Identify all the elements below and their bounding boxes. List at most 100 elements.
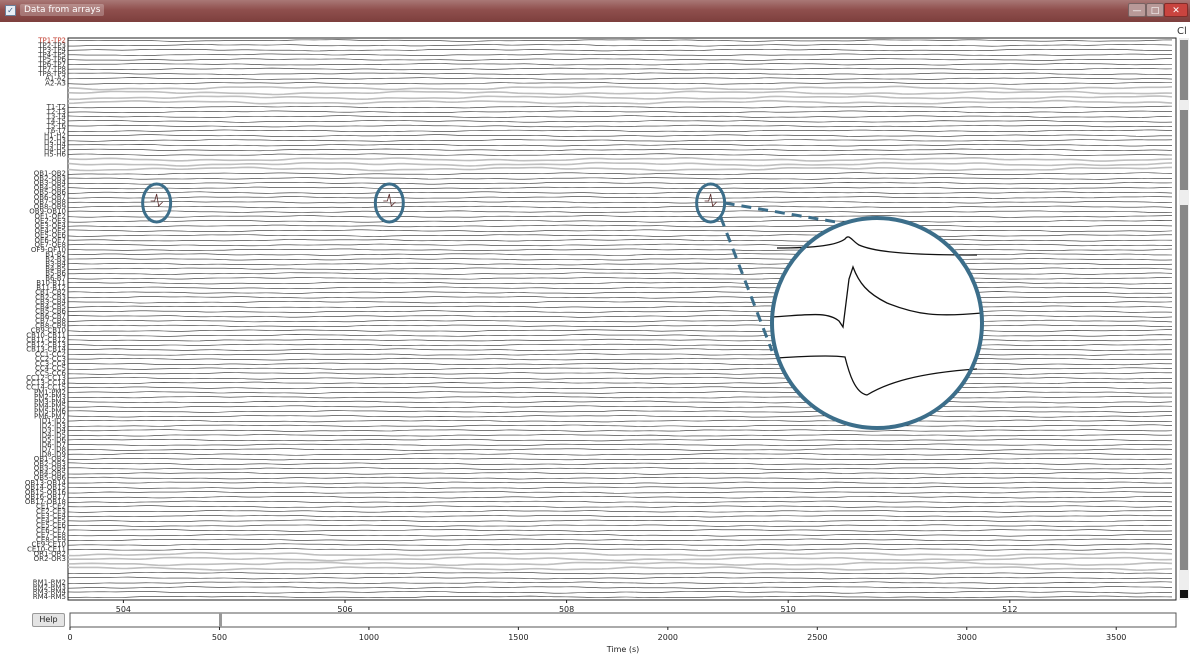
channel-label[interactable]: TP3-TP4: [37, 46, 66, 54]
channel-label[interactable]: OB6-OB7: [34, 193, 66, 201]
channel-label[interactable]: CC13-CC14: [26, 379, 66, 387]
channel-label[interactable]: B2-B3: [45, 255, 66, 263]
channel-label[interactable]: OB5-OB6: [34, 474, 67, 482]
channel-label[interactable]: H1-H2: [44, 132, 66, 140]
channel-label[interactable]: T6-T7: [46, 127, 66, 135]
channel-label[interactable]: TP8-TP9: [37, 70, 66, 78]
scrollbar-end[interactable]: [1180, 590, 1188, 598]
channel-label[interactable]: OB2-OB3: [34, 174, 66, 182]
channel-label[interactable]: OE5-OE6: [35, 232, 67, 240]
channel-label[interactable]: PM1-PM2: [34, 388, 66, 396]
channel-label[interactable]: CE7-CE8: [36, 531, 66, 539]
overview-track[interactable]: [69, 612, 1177, 628]
eeg-trace-viewer[interactable]: TP1-TP2TP2-TP3TP3-TP4TP4-TP5TP5-TP6TP6-T…: [0, 22, 1190, 655]
channel-label[interactable]: PM2-PM3: [34, 393, 66, 401]
channel-label[interactable]: H2-H3: [44, 136, 66, 144]
channel-label[interactable]: OB15-OB16: [25, 488, 67, 496]
channel-label[interactable]: PM3-PM4: [34, 398, 67, 406]
channel-label[interactable]: RM3-RM4: [33, 588, 67, 596]
channel-label[interactable]: A2-A3: [45, 79, 66, 87]
channel-label[interactable]: OB4-OB5: [34, 469, 66, 477]
channel-label[interactable]: B11-B12: [36, 284, 66, 292]
channel-label[interactable]: ID5-ID6: [40, 436, 67, 444]
channel-scrollbar[interactable]: [1179, 38, 1189, 600]
channel-label[interactable]: T3-T4: [46, 113, 67, 121]
channel-label[interactable]: CB1-CB2: [35, 289, 66, 297]
channel-label[interactable]: B3-B4: [45, 260, 66, 268]
channel-label[interactable]: B6-B7: [45, 274, 66, 282]
channel-label[interactable]: CB12-CB13: [26, 341, 66, 349]
channel-label[interactable]: CB5-CB6: [35, 308, 66, 316]
channel-label[interactable]: OB3-OB4: [34, 179, 67, 187]
channel-label[interactable]: CE5-CE6: [36, 522, 67, 530]
channel-label[interactable]: CE3-CE4: [36, 512, 67, 520]
channel-label[interactable]: OB8-OB9: [34, 203, 66, 211]
scrollbar-thumb[interactable]: [1180, 205, 1188, 570]
channel-label[interactable]: RM2-RM3: [33, 583, 66, 591]
channel-label[interactable]: CC3-CC4: [35, 360, 67, 368]
channel-label[interactable]: TP6-TP7: [37, 60, 66, 68]
minimize-button[interactable]: —: [1128, 3, 1146, 17]
channel-label[interactable]: OF9-OF10: [31, 246, 66, 254]
channel-label[interactable]: CB10-CB11: [26, 331, 66, 339]
channel-label[interactable]: TP2-TP3: [37, 41, 66, 49]
channel-label[interactable]: CB7-CB8: [35, 317, 66, 325]
channel-label[interactable]: CB8-CB9: [35, 322, 66, 330]
channel-label[interactable]: CC14-CC15: [26, 384, 66, 392]
channel-label[interactable]: T1-T2: [46, 103, 66, 111]
channel-label[interactable]: OB13-OB14: [25, 479, 67, 487]
channel-label[interactable]: B1-B2: [45, 251, 66, 259]
channel-label[interactable]: OB3-OB4: [34, 465, 67, 473]
channel-label[interactable]: OE3-OE4: [35, 222, 67, 230]
channel-label[interactable]: CB2-CB3: [35, 293, 66, 301]
channel-label[interactable]: OB7-OB8: [34, 198, 66, 206]
channel-label[interactable]: CE10-CE11: [27, 545, 66, 553]
channel-label[interactable]: PM6-PM7: [34, 412, 66, 420]
channel-label[interactable]: CC2-CC3: [35, 355, 66, 363]
channel-label[interactable]: TP1-TP2: [37, 37, 66, 45]
scrollbar-thumb[interactable]: [1180, 110, 1188, 190]
channel-label[interactable]: TP4-TP5: [37, 51, 66, 59]
channel-label[interactable]: CE8-CE9: [36, 536, 66, 544]
channel-label[interactable]: CC12-CC13: [26, 374, 66, 382]
channel-label[interactable]: CE1-CE2: [36, 503, 66, 511]
channel-label[interactable]: OB1-OB2: [34, 170, 66, 178]
channel-label[interactable]: CB6-CB7: [35, 312, 66, 320]
channel-label[interactable]: CB3-CB4: [35, 298, 66, 306]
help-button[interactable]: Help: [32, 613, 65, 627]
channel-label[interactable]: OB9-OB10: [29, 208, 66, 216]
channel-label[interactable]: CC5-CC6: [35, 369, 67, 377]
channel-label[interactable]: H4-H5: [44, 146, 66, 154]
channel-label[interactable]: T4-T5: [46, 117, 66, 125]
channel-label[interactable]: OB17-OB18: [25, 498, 66, 506]
channel-label[interactable]: CB13-CB14: [26, 346, 66, 354]
channel-label[interactable]: H3-H4: [44, 141, 67, 149]
channel-label[interactable]: RM4-RM5: [33, 593, 66, 601]
channel-label[interactable]: H5-H6: [44, 151, 67, 159]
channel-label[interactable]: CB9-CB10: [31, 327, 66, 335]
channel-label[interactable]: OR1-OR2: [34, 550, 66, 558]
channel-label[interactable]: OE6-OE7: [35, 236, 67, 244]
maximize-button[interactable]: □: [1146, 3, 1164, 17]
channel-label[interactable]: OE7-OE8: [35, 241, 67, 249]
channel-label[interactable]: OE1-OE2: [35, 212, 67, 220]
overview-timeline[interactable]: 0 500 1000 1500 2000 2500 3000 3500 Time (s): [67, 612, 1177, 654]
channel-label[interactable]: ID7-ID8: [40, 446, 66, 454]
channel-label[interactable]: ID8-ID9: [40, 450, 66, 458]
channel-label[interactable]: OR2-OR3: [34, 555, 66, 563]
channel-label[interactable]: T2-T3: [46, 108, 66, 116]
channel-label[interactable]: OE2-OE3: [35, 217, 67, 225]
channel-label[interactable]: CE2-CE3: [36, 507, 66, 515]
channel-label[interactable]: RM1-RM2: [33, 579, 66, 587]
channel-label[interactable]: OB5-OB6: [34, 189, 67, 197]
channel-label[interactable]: PM4-PM5: [34, 403, 66, 411]
channel-label[interactable]: B10-B11: [36, 279, 66, 287]
channel-label[interactable]: ID4-ID5: [40, 431, 66, 439]
channel-label[interactable]: T5-T6: [46, 122, 67, 130]
channel-label[interactable]: TP5-TP6: [37, 56, 66, 64]
channel-label[interactable]: OB4-OB5: [34, 184, 66, 192]
overview-view-marker[interactable]: [219, 613, 223, 627]
channel-label[interactable]: CB11-CB12: [26, 336, 66, 344]
channel-label[interactable]: B4-B5: [45, 265, 66, 273]
channel-label-group[interactable]: TP1-TP2TP2-TP3TP3-TP4TP4-TP5TP5-TP6TP6-T…: [25, 37, 67, 602]
